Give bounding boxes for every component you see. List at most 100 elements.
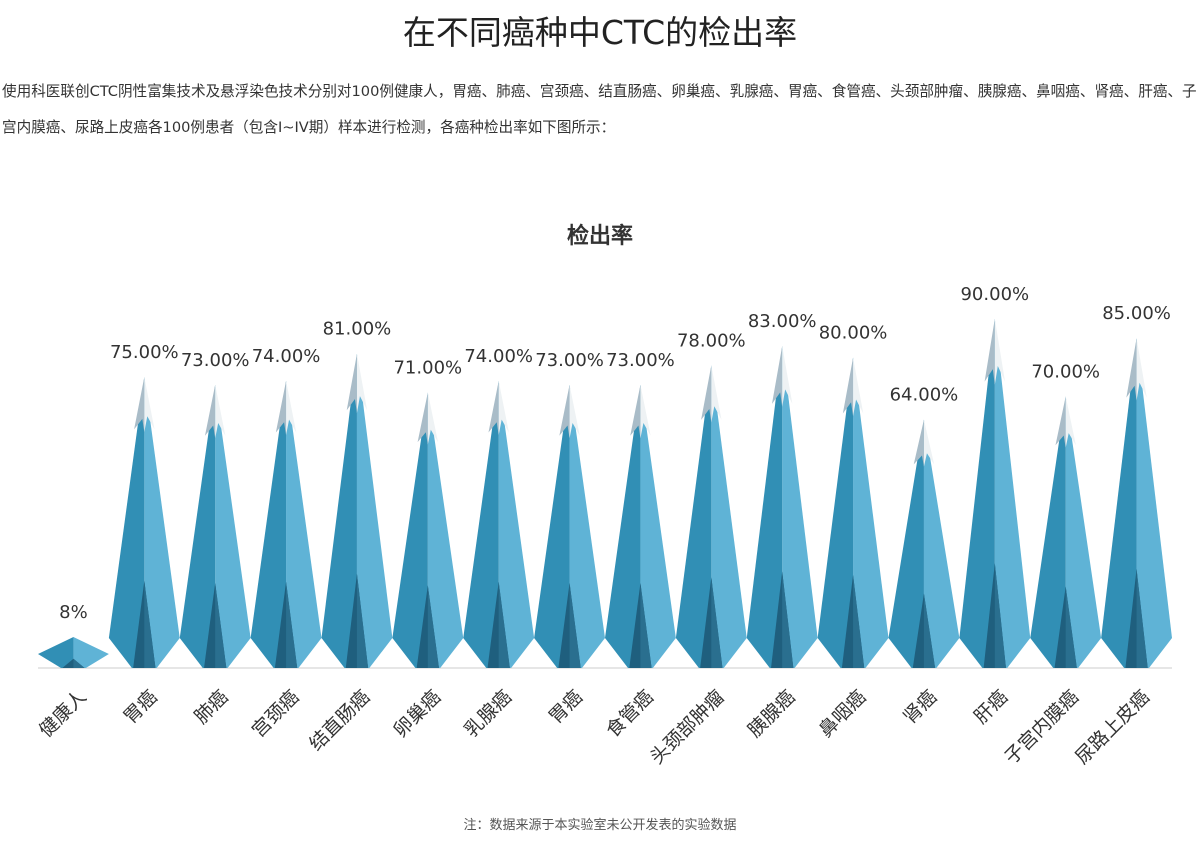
mountain-shade [640, 384, 676, 668]
mountain [605, 384, 641, 668]
snow-cap [782, 345, 793, 407]
mountain [1101, 338, 1137, 668]
mountain-core-shade [994, 563, 1006, 668]
note: 注：数据来源于本实验室未公开发表的实验数据 [463, 818, 737, 833]
snow-cap [1126, 338, 1137, 401]
mountain-shade [498, 380, 535, 668]
mountain-core-shade [569, 583, 581, 668]
mountain-core-shade [215, 583, 227, 668]
mountain-core-shade [498, 581, 510, 668]
snow-cap [640, 384, 651, 439]
mountain [463, 380, 499, 668]
snow-cap [275, 380, 287, 436]
snow-cap [923, 419, 935, 467]
snow-cap [1065, 396, 1076, 448]
snow-cap [842, 357, 854, 417]
mountain-core-shade [782, 571, 794, 668]
mountain-shade [782, 345, 818, 668]
value-label: 80.00% [819, 323, 888, 344]
mountain [1030, 396, 1066, 668]
mountain [534, 384, 570, 668]
page-title: 在不同癌种中CTC的检出率 [402, 13, 798, 52]
mountain [250, 380, 287, 668]
description: 使用科医联创CTC阴性富集技术及悬浮染色技术分别对100例健康人，胃癌、肺癌、宫… [2, 83, 1197, 136]
mountain-core-shade [640, 583, 652, 668]
mountain-shade [711, 365, 747, 668]
snow-cap [427, 392, 439, 445]
mountain-core-shade [144, 580, 156, 668]
mountain-core-shade [1136, 569, 1148, 668]
mountain-shade [923, 419, 960, 668]
value-label: 81.00% [323, 319, 392, 340]
mountain-core-shade [711, 577, 723, 668]
mountain-shade [427, 392, 464, 668]
snow-cap [356, 353, 368, 414]
mountain [959, 318, 995, 668]
value-label: 70.00% [1031, 361, 1100, 382]
mountain [321, 353, 357, 668]
x-tick-label: 胰腺癌 [744, 686, 800, 742]
value-label: 75.00% [110, 342, 179, 363]
x-tick-label: 宫颈癌 [248, 686, 304, 742]
snow-cap [771, 345, 783, 407]
snow-cap [144, 377, 155, 432]
value-label: 78.00% [677, 330, 746, 351]
value-label: 90.00% [960, 284, 1029, 305]
mountain-shade [356, 353, 393, 668]
chart-title: 检出率 [567, 223, 633, 249]
snow-cap [994, 318, 1006, 385]
mountain [392, 392, 428, 668]
value-label: 74.00% [252, 346, 321, 367]
mountain [888, 419, 924, 668]
x-tick-label: 肝癌 [970, 686, 1012, 728]
mountain [675, 365, 712, 668]
mountain-core-shade [923, 593, 936, 668]
mountain-shade [144, 377, 180, 668]
mountain [746, 345, 783, 668]
mountain-core-shade [427, 585, 439, 668]
snow-cap [711, 365, 722, 423]
snow-cap [913, 419, 924, 467]
mountain-shade [994, 318, 1031, 668]
value-label: 73.00% [535, 350, 604, 371]
snow-cap [1136, 338, 1147, 401]
mountain-core-shade [286, 581, 298, 668]
snow-cap [498, 380, 509, 436]
value-label: 8% [59, 602, 88, 623]
snow-cap [630, 384, 641, 439]
snow-cap [853, 357, 864, 417]
value-label: 73.00% [181, 350, 250, 371]
mountain-shade [215, 384, 251, 668]
mountain-shade [1136, 338, 1172, 668]
mountain-shade [569, 384, 605, 668]
x-tick-label: 肺癌 [190, 686, 232, 728]
mountain-core-shade [356, 573, 369, 668]
x-tick-label: 鼻咽癌 [815, 686, 871, 742]
mountain-core-shade [1065, 586, 1077, 668]
value-label: 73.00% [606, 350, 675, 371]
mountain-shade [1065, 396, 1102, 668]
x-tick-label: 健康人 [35, 686, 91, 742]
mountain-core-shade [853, 574, 865, 668]
value-label: 85.00% [1102, 303, 1171, 324]
mountain-shade [286, 380, 322, 668]
x-tick-label: 胃癌 [545, 686, 587, 728]
mountain-shade [73, 636, 109, 668]
value-label: 83.00% [748, 311, 817, 332]
mountain [38, 636, 74, 668]
snow-cap [569, 384, 580, 439]
value-label: 64.00% [890, 385, 959, 406]
x-tick-label: 卵巢癌 [389, 686, 445, 742]
snow-cap [286, 380, 297, 436]
snow-cap [215, 384, 226, 439]
snow-cap [488, 380, 499, 436]
x-tick-label: 尿路上皮癌 [1071, 686, 1154, 769]
x-tick-label: 肾癌 [899, 686, 941, 728]
mountain-core-shade [73, 658, 85, 668]
mountain [108, 377, 145, 668]
snow-cap [1055, 396, 1066, 448]
snow-cap [134, 377, 145, 432]
snow-cap [701, 365, 712, 423]
x-tick-label: 子宫内膜癌 [1000, 686, 1083, 769]
